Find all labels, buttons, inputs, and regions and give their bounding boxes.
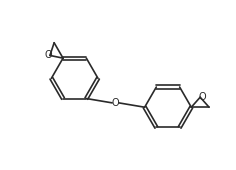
- Text: O: O: [198, 92, 206, 102]
- Text: O: O: [44, 50, 52, 61]
- Text: O: O: [112, 98, 119, 108]
